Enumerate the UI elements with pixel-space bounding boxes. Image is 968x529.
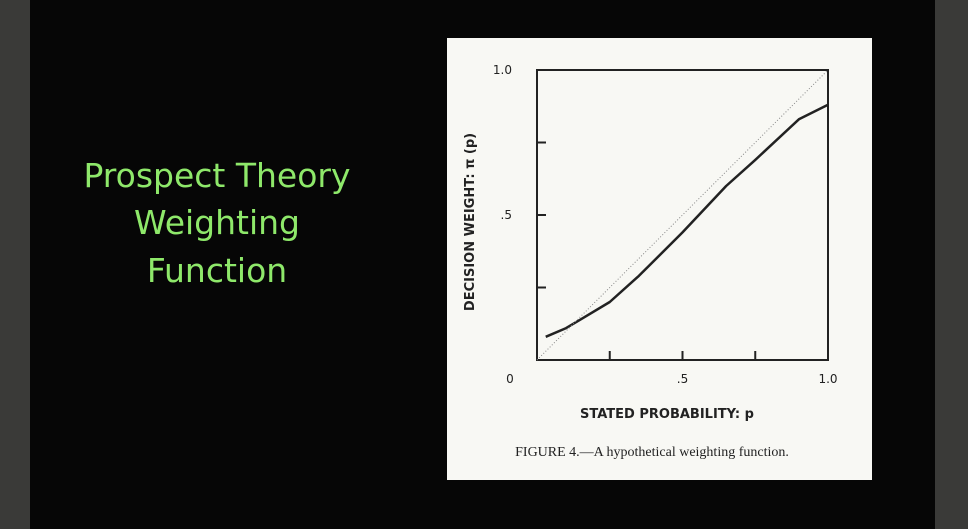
- y-tick-label: .5: [501, 208, 512, 222]
- x-tick-label: 1.0: [818, 372, 837, 386]
- x-tick-label: 0: [506, 372, 514, 386]
- caption: FIGURE 4.—A hypothetical weighting funct…: [515, 445, 789, 460]
- slide-title: Weighting: [134, 203, 300, 242]
- series-line: [536, 69, 829, 361]
- x-tick-label: .5: [677, 372, 688, 386]
- y-axis-label: DECISION WEIGHT: π (p): [463, 133, 478, 311]
- figure-panel: [447, 38, 872, 480]
- slide-title: Function: [147, 251, 287, 290]
- y-tick-label: 1.0: [493, 63, 512, 77]
- slide-title: Prospect Theory: [83, 156, 350, 195]
- x-axis-label: STATED PROBABILITY: p: [580, 407, 754, 422]
